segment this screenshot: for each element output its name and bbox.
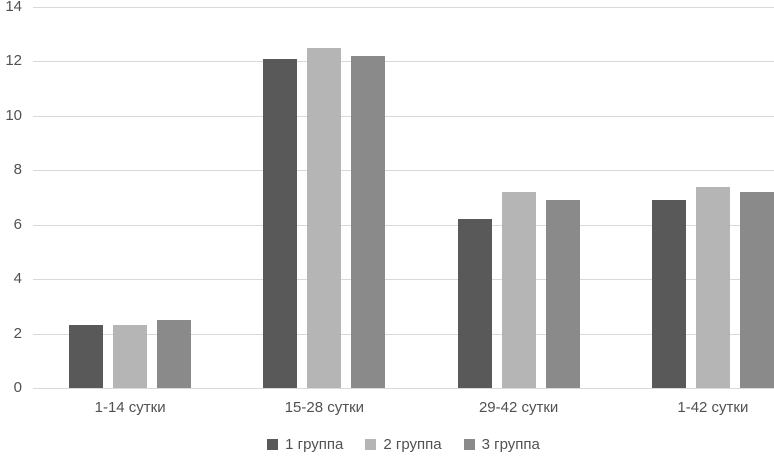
gridline xyxy=(33,334,774,335)
legend-label: 3 группа xyxy=(481,436,540,453)
gridline xyxy=(33,225,774,226)
x-axis-category-labels: 1-14 сутки 15-28 сутки 29-42 сутки 1-42 сут… xyxy=(33,398,774,418)
bar-series2-cat2 xyxy=(307,47,342,388)
legend-swatch-icon xyxy=(463,439,475,450)
y-axis-tick-label: 0 xyxy=(13,379,22,396)
y-axis-tick-label: 12 xyxy=(5,52,22,69)
bar-group xyxy=(227,7,421,388)
plot-area xyxy=(33,7,774,388)
legend-item: 3 группа xyxy=(463,436,540,453)
y-axis-tick-label: 10 xyxy=(5,107,22,124)
legend-label: 1 группа xyxy=(285,436,344,453)
x-axis-category-label: 15-28 сутки xyxy=(284,399,365,416)
bar-series3-cat3 xyxy=(545,200,580,388)
legend-item: 2 группа xyxy=(365,436,442,453)
legend-label: 2 группа xyxy=(383,436,442,453)
bar-series3-cat2 xyxy=(351,56,386,388)
y-axis-tick-label: 6 xyxy=(13,216,22,233)
x-axis-category-label: 1-42 сутки xyxy=(677,399,749,416)
legend-item: 1 группа xyxy=(267,436,343,453)
gridline xyxy=(33,279,774,280)
y-axis-tick-label: 4 xyxy=(13,270,22,287)
bar-group xyxy=(33,7,227,388)
gridline xyxy=(33,170,774,171)
legend-swatch-icon xyxy=(267,439,279,450)
bar-series1-cat3 xyxy=(457,219,492,388)
bar-series2-cat1 xyxy=(113,325,148,388)
x-axis-category-label: 29-42 сутки xyxy=(478,399,559,416)
bar-series3-cat1 xyxy=(157,319,192,388)
bar-group xyxy=(616,7,774,388)
bar-group xyxy=(422,7,616,388)
bar-series1-cat4 xyxy=(651,200,686,388)
gridline xyxy=(33,7,774,8)
bar-series1-cat1 xyxy=(69,325,104,388)
bar-series2-cat3 xyxy=(501,192,536,388)
bar-series3-cat4 xyxy=(739,192,774,388)
chart-legend: 1 группа 2 группа 3 группа xyxy=(33,436,774,453)
bar-series2-cat4 xyxy=(695,186,730,388)
gridline xyxy=(33,61,774,62)
legend-swatch-icon xyxy=(365,439,377,450)
y-axis-tick-label: 8 xyxy=(13,161,22,178)
gridline xyxy=(33,116,774,117)
y-axis-tick-label: 14 xyxy=(5,0,22,15)
bar-series1-cat2 xyxy=(263,58,298,388)
y-axis-tick-label: 2 xyxy=(13,325,22,342)
gridline xyxy=(33,388,774,389)
x-axis-category-label: 1-14 сутки xyxy=(94,399,166,416)
